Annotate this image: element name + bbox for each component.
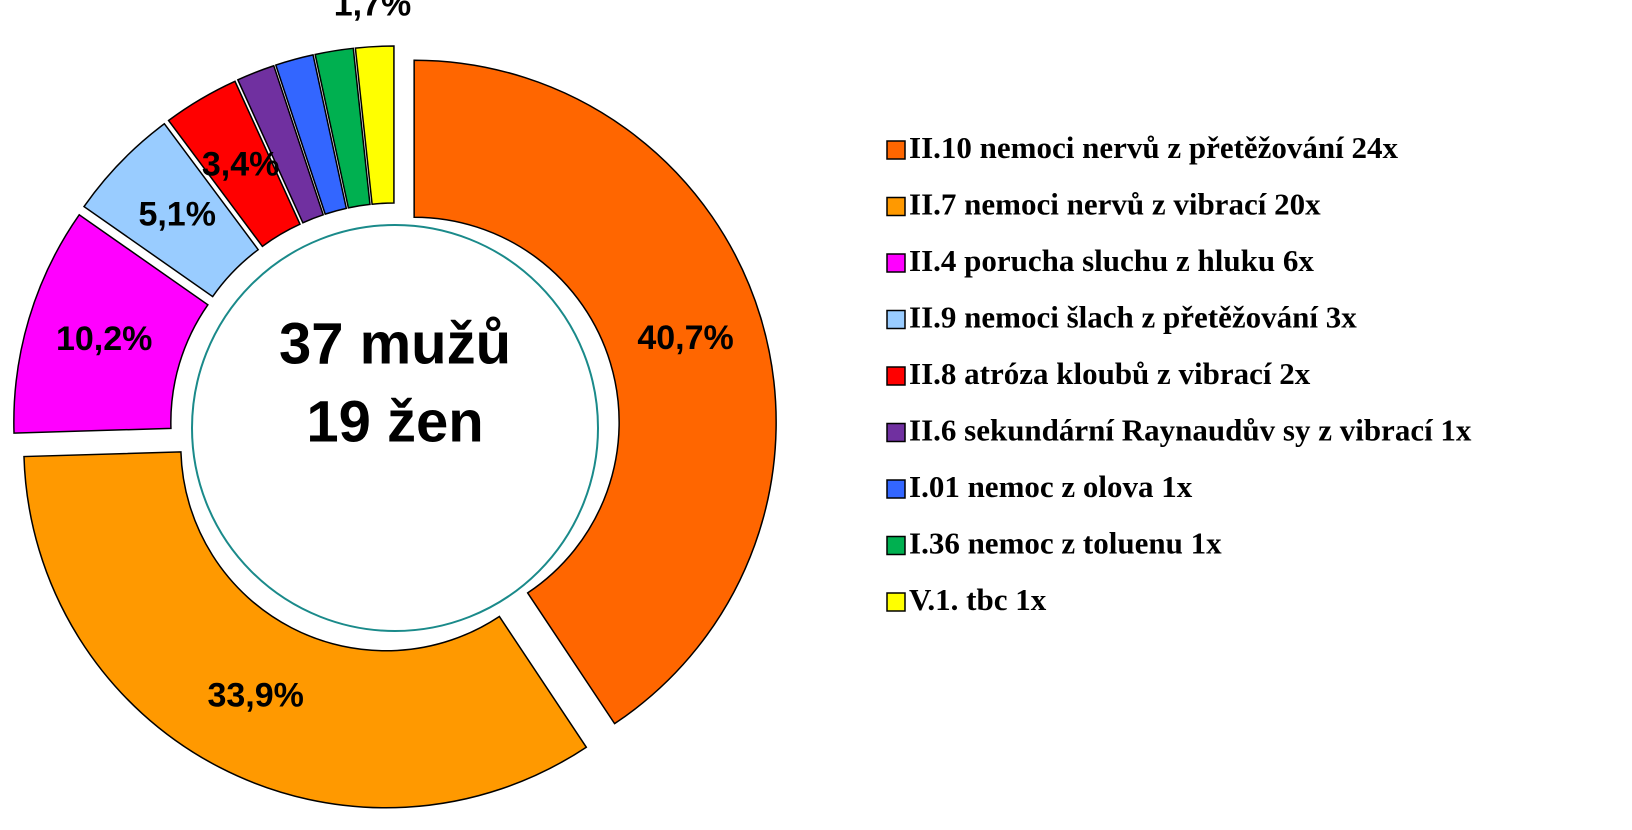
data-label: 33,9% <box>207 677 303 715</box>
data-label: 5,1% <box>138 196 216 234</box>
legend-swatch <box>886 309 906 330</box>
legend-label: II.10 nemoci nervů z přetěžování 24x <box>909 130 1399 165</box>
slice <box>274 54 348 216</box>
data-label: 1,7% <box>334 0 412 24</box>
slice <box>413 59 777 725</box>
legend-swatch <box>886 535 906 556</box>
center-circle <box>191 224 599 632</box>
legend-swatch <box>886 592 906 612</box>
legend-label: II.9 nemoci šlach z přetěžování 3x <box>909 300 1357 335</box>
slice <box>13 213 209 434</box>
legend-label: II.6 sekundární Raynaudův sy z vibrací 1… <box>909 413 1472 448</box>
legend-label: II.8 atróza kloubů z vibrací 2x <box>909 356 1311 391</box>
slice <box>82 122 260 298</box>
slice <box>23 451 588 809</box>
legend-swatch <box>886 422 906 443</box>
legend-swatch <box>886 253 906 273</box>
data-label: 3,4% <box>202 146 280 184</box>
legend-swatch <box>886 140 906 160</box>
legend-label: I.01 nemoc z olova 1x <box>909 469 1193 504</box>
slice <box>236 64 325 224</box>
center-text: 19 žen <box>306 389 483 454</box>
slice <box>354 45 395 206</box>
data-label: 40,7% <box>637 319 733 357</box>
data-label: 10,2% <box>56 320 152 358</box>
legend-label: V.1. tbc 1x <box>909 582 1047 617</box>
legend-swatch <box>886 196 906 217</box>
legend-swatch <box>886 366 906 386</box>
center-text: 37 mužů <box>279 311 511 376</box>
legend-label: I.36 nemoc z toluenu 1x <box>909 526 1222 561</box>
legend-label: II.4 porucha sluchu z hluku 6x <box>909 243 1314 278</box>
legend-swatch <box>886 479 906 499</box>
legend-label: II.7 nemoci nervů z vibrací 20x <box>909 187 1321 222</box>
slice <box>314 47 371 209</box>
slice <box>167 80 301 248</box>
